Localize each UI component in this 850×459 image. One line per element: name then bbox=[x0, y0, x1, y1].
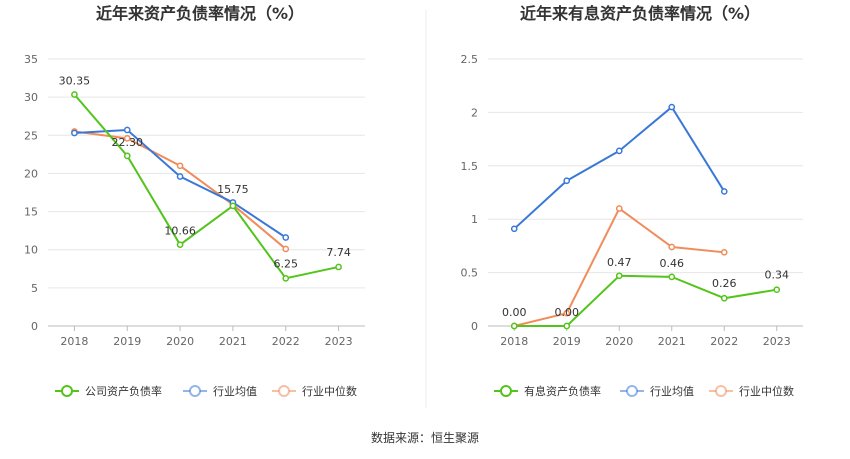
data-point bbox=[123, 126, 131, 134]
data-point bbox=[123, 152, 131, 160]
y-tick-label: 0.5 bbox=[461, 267, 479, 280]
data-point bbox=[510, 322, 518, 330]
data-label: 22.30 bbox=[112, 136, 144, 149]
data-label: 0.26 bbox=[712, 277, 737, 290]
data-point bbox=[123, 134, 131, 142]
data-point bbox=[668, 103, 676, 111]
x-tick-label: 2018 bbox=[60, 335, 88, 348]
legend-label: 行业均值 bbox=[213, 385, 257, 398]
chart-title: 近年来有息资产负债率情况（%） bbox=[520, 4, 760, 23]
data-point bbox=[563, 177, 571, 185]
x-tick-label: 2018 bbox=[500, 335, 528, 348]
data-point bbox=[176, 173, 184, 180]
y-tick-label: 15 bbox=[24, 206, 38, 219]
y-tick-label: 10 bbox=[24, 244, 38, 257]
y-tick-label: 0 bbox=[31, 320, 38, 333]
legend-marker bbox=[61, 385, 73, 397]
x-tick-label: 2020 bbox=[605, 335, 633, 348]
data-label: 0.34 bbox=[765, 269, 790, 282]
legend-marker bbox=[278, 385, 290, 397]
data-point bbox=[720, 248, 728, 256]
legend-marker bbox=[189, 385, 201, 397]
y-tick-label: 30 bbox=[24, 91, 38, 104]
y-tick-label: 0 bbox=[471, 320, 478, 333]
series-line-0 bbox=[514, 274, 777, 327]
data-point bbox=[335, 263, 342, 271]
chart-title: 近年来资产负债率情况（%） bbox=[96, 4, 304, 23]
data-point bbox=[773, 286, 781, 294]
data-point bbox=[720, 188, 728, 195]
data-point bbox=[563, 309, 571, 317]
x-tick-label: 2020 bbox=[166, 335, 194, 348]
data-source: 数据来源：恒生聚源 bbox=[371, 430, 479, 445]
data-label: 10.66 bbox=[164, 225, 196, 238]
y-tick-label: 2.5 bbox=[461, 53, 479, 66]
x-tick-label: 2022 bbox=[272, 335, 300, 348]
data-point bbox=[71, 129, 78, 137]
legend-label: 行业均值 bbox=[650, 385, 694, 398]
data-label: 0.00 bbox=[502, 306, 527, 319]
x-tick-label: 2021 bbox=[658, 335, 686, 348]
x-tick-label: 2019 bbox=[553, 335, 581, 348]
data-point bbox=[229, 202, 237, 210]
data-point bbox=[71, 91, 78, 98]
x-tick-label: 2021 bbox=[219, 335, 247, 348]
data-point bbox=[510, 225, 518, 233]
data-point bbox=[282, 245, 290, 253]
legend-label: 行业中位数 bbox=[739, 384, 794, 398]
legend-marker bbox=[626, 385, 638, 397]
data-label: 0.46 bbox=[660, 257, 685, 270]
y-tick-label: 1.5 bbox=[461, 160, 479, 173]
legend-label: 行业中位数 bbox=[302, 384, 357, 398]
legend-label: 有息资产负债率 bbox=[524, 384, 601, 398]
data-point bbox=[615, 147, 623, 155]
y-tick-label: 35 bbox=[24, 53, 38, 66]
data-point bbox=[282, 234, 290, 241]
data-label: 30.35 bbox=[59, 74, 91, 87]
data-point bbox=[668, 243, 676, 251]
data-point bbox=[282, 274, 290, 282]
legend-marker bbox=[715, 385, 727, 397]
y-tick-label: 5 bbox=[31, 282, 38, 295]
data-label: 0.00 bbox=[555, 306, 580, 319]
data-label: 7.74 bbox=[326, 246, 351, 259]
data-point bbox=[668, 273, 676, 281]
legend-label: 公司资产负债率 bbox=[85, 384, 162, 398]
data-point bbox=[615, 272, 623, 280]
series-line-0 bbox=[73, 93, 339, 280]
data-point bbox=[615, 205, 623, 212]
data-label: 6.25 bbox=[274, 257, 299, 270]
x-tick-label: 2023 bbox=[325, 335, 353, 348]
x-tick-label: 2019 bbox=[113, 335, 141, 348]
y-tick-label: 2 bbox=[471, 106, 478, 119]
data-point bbox=[720, 294, 728, 302]
y-tick-label: 1 bbox=[471, 213, 478, 226]
y-tick-label: 20 bbox=[24, 167, 38, 180]
y-tick-label: 25 bbox=[24, 129, 38, 142]
x-tick-label: 2023 bbox=[763, 335, 791, 348]
data-point bbox=[176, 162, 184, 170]
data-point bbox=[563, 322, 571, 330]
data-point bbox=[176, 241, 184, 249]
data-label: 15.75 bbox=[217, 183, 249, 196]
data-label: 0.47 bbox=[607, 256, 632, 269]
x-tick-label: 2022 bbox=[710, 335, 738, 348]
legend-marker bbox=[500, 385, 512, 397]
